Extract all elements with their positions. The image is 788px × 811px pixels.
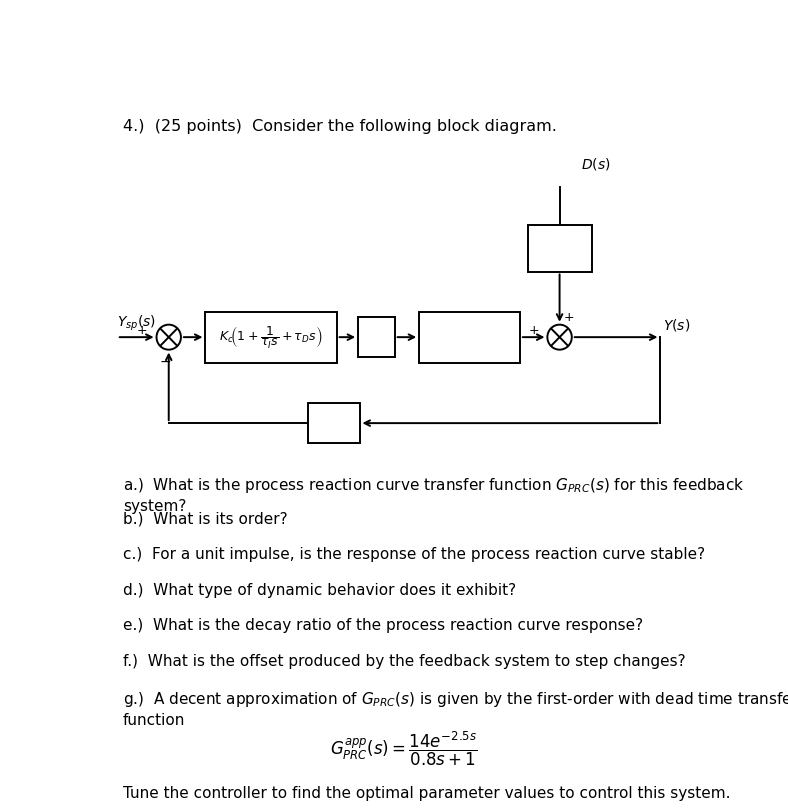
Text: $2s^2\!+\!s\!+\!4$: $2s^2\!+\!s\!+\!4$ (441, 341, 497, 358)
Text: $+$: $+$ (136, 324, 147, 337)
Text: f.)  What is the offset produced by the feedback system to step changes?: f.) What is the offset produced by the f… (123, 653, 686, 668)
Bar (307, 403, 359, 444)
Text: 4.)  (25 points)  Consider the following block diagram.: 4.) (25 points) Consider the following b… (123, 119, 557, 134)
Text: Tune the controller to find the optimal parameter values to control this system.: Tune the controller to find the optimal … (123, 786, 730, 800)
Text: $3$: $3$ (465, 321, 474, 335)
Text: c.)  For a unit impulse, is the response of the process reaction curve stable?: c.) For a unit impulse, is the response … (123, 547, 705, 561)
Text: $G^{app}_{PRC}(s) = \dfrac{14e^{-2.5s}}{0.8s + 1}$: $G^{app}_{PRC}(s) = \dfrac{14e^{-2.5s}}{… (330, 729, 478, 767)
Bar (206, 312, 336, 363)
Text: $+$: $+$ (563, 311, 574, 324)
Text: $D(s)$: $D(s)$ (581, 157, 611, 172)
Bar (527, 225, 592, 272)
Text: $Y(s)$: $Y(s)$ (663, 317, 691, 333)
Text: $1$: $1$ (329, 408, 338, 422)
Text: $2$: $2$ (329, 425, 338, 440)
Text: $-$: $-$ (159, 354, 171, 367)
Text: g.)  A decent approximation of $G_{PRC}(s)$ is given by the first-order with dea: g.) A decent approximation of $G_{PRC}(s… (123, 689, 788, 727)
Text: b.)  What is its order?: b.) What is its order? (123, 511, 288, 526)
Text: $+$: $+$ (528, 324, 540, 337)
Text: a.)  What is the process reaction curve transfer function $G_{PRC}(s)$ for this : a.) What is the process reaction curve t… (123, 475, 745, 513)
Text: $2$: $2$ (371, 330, 381, 345)
Text: $6s^2\!+\!1$: $6s^2\!+\!1$ (541, 251, 579, 268)
Text: $3s$: $3s$ (551, 231, 568, 245)
Circle shape (548, 325, 572, 350)
Bar (358, 317, 395, 358)
Text: d.)  What type of dynamic behavior does it exhibit?: d.) What type of dynamic behavior does i… (123, 582, 516, 597)
Bar (419, 312, 520, 363)
Text: $Y_{sp}(s)$: $Y_{sp}(s)$ (117, 314, 156, 333)
Circle shape (157, 325, 181, 350)
Text: e.)  What is the decay ratio of the process reaction curve response?: e.) What is the decay ratio of the proce… (123, 617, 643, 633)
Text: $K_c\!\left(1+\dfrac{1}{\tau_I s}+\tau_D s\right)$: $K_c\!\left(1+\dfrac{1}{\tau_I s}+\tau_D… (219, 324, 323, 350)
